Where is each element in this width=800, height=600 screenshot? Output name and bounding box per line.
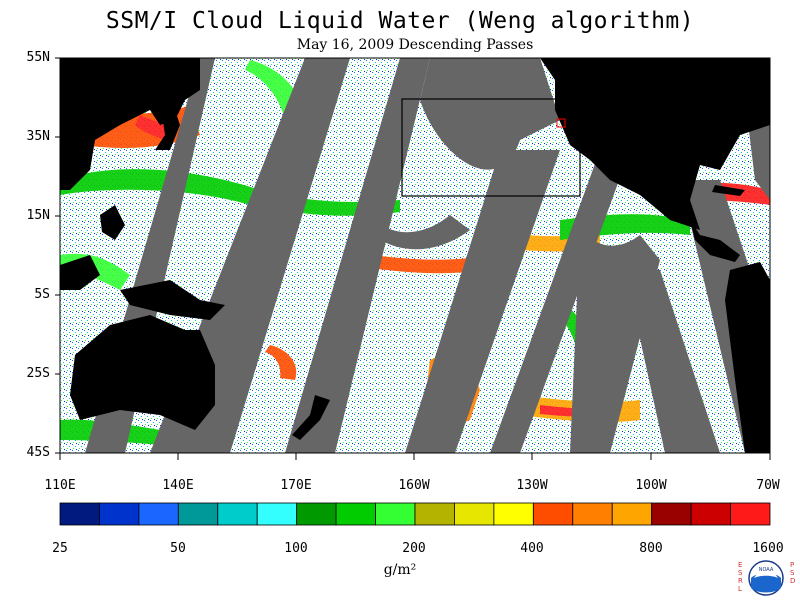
map-plot-area (60, 58, 770, 453)
colorbar-label: 100 (284, 541, 308, 556)
colorbar-swatch (256, 502, 298, 526)
lon-label-110e: 110E (44, 478, 76, 493)
lon-label-160w: 160W (398, 478, 430, 493)
colorbar-label: 800 (639, 541, 663, 556)
lat-label-15n: 15N (26, 208, 50, 223)
colorbar-swatch (730, 502, 771, 526)
lon-label-100w: 100W (635, 478, 667, 493)
chart-subtitle: May 16, 2009 Descending Passes (296, 37, 534, 53)
colorbar-swatch (375, 502, 416, 526)
lat-label-55n: 55N (26, 50, 50, 65)
colorbar-swatch (493, 502, 534, 526)
colorbar-swatch (572, 502, 613, 526)
colorbar-swatch (690, 502, 731, 526)
lat-label-35n: 35N (26, 129, 50, 144)
colorbar-label: 1600 (752, 541, 784, 556)
colorbar-swatch (217, 502, 258, 526)
colorbar-label: 25 (52, 541, 68, 556)
logo-seal-text: NOAA (759, 567, 774, 573)
colorbar (59, 502, 771, 526)
colorbar-label: 400 (520, 541, 544, 556)
colorbar-swatch (532, 502, 574, 526)
lon-label-70w: 70W (756, 478, 780, 493)
colorbar-unit: g/m² (383, 562, 417, 578)
colorbar-swatch (177, 502, 219, 526)
lon-label-130w: 130W (516, 478, 548, 493)
axis-ticks (55, 57, 771, 460)
colorbar-swatch (651, 502, 692, 526)
lon-label-140e: 140E (162, 478, 194, 493)
colorbar-swatch (611, 502, 653, 526)
colorbar-swatch (296, 502, 337, 526)
colorbar-swatch (59, 502, 100, 526)
location-marker (556, 118, 566, 128)
land-masses (60, 58, 770, 453)
lon-label-170e: 170E (280, 478, 312, 493)
lat-label-25s: 25S (26, 366, 50, 381)
lat-label-5s: 5S (34, 287, 50, 302)
colorbar-swatch (99, 502, 140, 526)
lat-label-45s: 45S (26, 445, 50, 460)
chart-title: SSM/I Cloud Liquid Water (Weng algorithm… (105, 8, 695, 34)
region-box (401, 98, 581, 197)
colorbar-label: 200 (402, 541, 426, 556)
colorbar-swatch (335, 502, 376, 526)
colorbar-swatch (454, 502, 495, 526)
plot-frame (59, 57, 771, 454)
colorbar-swatch (414, 502, 455, 526)
colorbar-label: 50 (170, 541, 186, 556)
colorbar-swatch (138, 502, 179, 526)
